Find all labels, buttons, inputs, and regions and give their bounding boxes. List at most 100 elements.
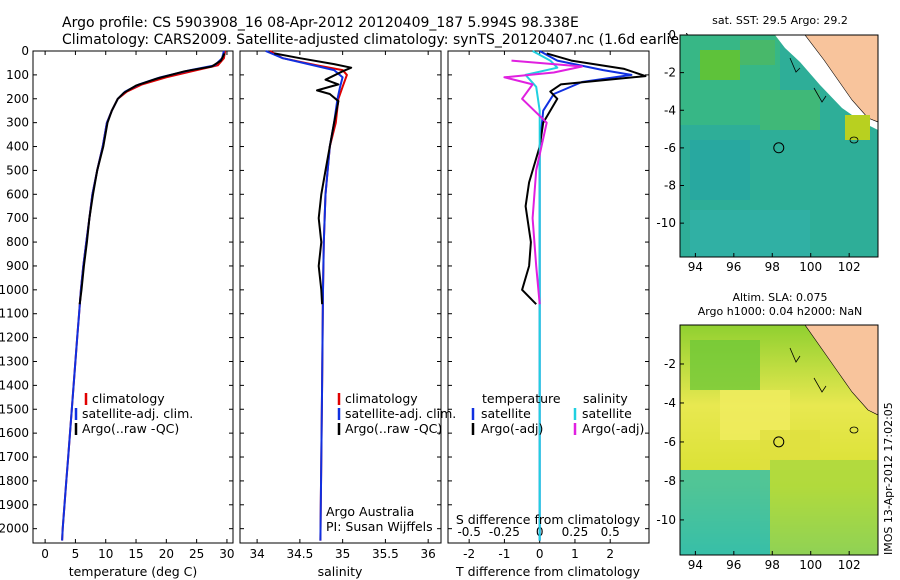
map-y-tick-label: -2 bbox=[664, 66, 676, 80]
map-y-tick-label: -8 bbox=[664, 474, 676, 488]
legend-s-satellite: satellite bbox=[582, 406, 632, 421]
y-tick-label: 900 bbox=[6, 259, 29, 273]
map-x-tick-label: 100 bbox=[799, 558, 822, 572]
legend-t-satellite: satellite bbox=[481, 406, 531, 421]
legend-salinity-heading: salinity bbox=[583, 391, 628, 406]
map-x-tick-label: 96 bbox=[726, 260, 741, 274]
y-tick-label: 1400 bbox=[0, 378, 29, 392]
y-tick-label: 200 bbox=[6, 92, 29, 106]
y-tick-label: 100 bbox=[6, 68, 29, 82]
y-tick-label: 800 bbox=[6, 235, 29, 249]
temperature-xlabel: temperature (deg C) bbox=[69, 564, 198, 579]
x-tick-label: 34 bbox=[249, 547, 264, 561]
y-tick-label: 1000 bbox=[0, 283, 29, 297]
series-line-satellite bbox=[265, 50, 344, 541]
map-y-tick-label: -4 bbox=[664, 103, 676, 117]
series-line-t-satellite bbox=[538, 50, 633, 541]
y-tick-label: 1500 bbox=[0, 402, 29, 416]
map-x-tick-label: 94 bbox=[688, 558, 703, 572]
x-tick-label: 1 bbox=[571, 547, 579, 561]
sla-map-frame bbox=[679, 324, 879, 556]
x-tick-label: 34.5 bbox=[287, 547, 314, 561]
x-tick-label: 5 bbox=[72, 547, 80, 561]
y-tick-label: 1900 bbox=[0, 498, 29, 512]
sst-map-axes: 94 96 98 100 102 0 -2 -4 -6 -8 -10 bbox=[656, 28, 860, 274]
title-line-2: Climatology: CARS2009. Satellite-adjuste… bbox=[62, 32, 690, 48]
y-tick-label: 1700 bbox=[0, 450, 29, 464]
map-x-tick-label: 100 bbox=[799, 260, 822, 274]
axes-ticks: 0 5 10 15 20 25 300100200300400500600700800900… bbox=[0, 44, 649, 561]
sla-map-title: Altim. SLA: 0.075 bbox=[732, 291, 827, 304]
x-tick-label: 0 bbox=[41, 547, 49, 561]
sst-map-title: sat. SST: 29.5 Argo: 29.2 bbox=[712, 14, 848, 27]
x-tick-label: -2 bbox=[463, 547, 475, 561]
x-tick-label: 2 bbox=[606, 547, 614, 561]
series-line-s-argo bbox=[503, 59, 583, 305]
legend-t-argo: Argo(-adj) bbox=[481, 421, 543, 436]
x-tick-label: 35 bbox=[335, 547, 350, 561]
difference-panel-frame bbox=[447, 50, 650, 544]
legend-satellite: satellite-adj. clim. bbox=[345, 406, 456, 421]
argo-location-marker bbox=[773, 142, 785, 154]
argo-location-marker bbox=[773, 436, 785, 448]
x-tick-label: 15 bbox=[128, 547, 143, 561]
map-y-tick-label: -6 bbox=[664, 435, 676, 449]
temperature-panel-frame bbox=[32, 50, 234, 544]
y-tick-label: 400 bbox=[6, 140, 29, 154]
imos-stamp: IMOS 13-Apr-2012 17:02:05 bbox=[882, 402, 895, 555]
salinity-panel-frame bbox=[239, 50, 442, 544]
x-tick-label: 0 bbox=[536, 547, 544, 561]
map-y-tick-label: -10 bbox=[656, 513, 676, 527]
map-x-tick-label: 98 bbox=[765, 260, 780, 274]
map-y-tick-label: 0 bbox=[668, 28, 676, 42]
series-line-argo bbox=[274, 52, 353, 305]
map-y-tick-label: -6 bbox=[664, 141, 676, 155]
legend-temperature-heading: temperature bbox=[482, 391, 561, 406]
credit-line-2: PI: Susan Wijffels bbox=[326, 519, 433, 534]
x-tick-label: 36 bbox=[421, 547, 436, 561]
y-tick-label: 500 bbox=[6, 163, 29, 177]
salinity-xlabel: salinity bbox=[318, 564, 363, 579]
top-tick-label: 0.25 bbox=[562, 525, 589, 539]
y-tick-label: 1600 bbox=[0, 426, 29, 440]
legend-climatology: climatology bbox=[92, 391, 165, 406]
difference-legend: temperature satellite Argo(-adj) salinit… bbox=[471, 391, 644, 436]
title-line-1: Argo profile: CS 5903908_16 08-Apr-2012 … bbox=[62, 15, 579, 31]
x-tick-label: 30 bbox=[219, 547, 234, 561]
y-tick-label: 0 bbox=[21, 44, 29, 58]
legend-climatology: climatology bbox=[345, 391, 418, 406]
y-tick-label: 1100 bbox=[0, 307, 29, 321]
top-tick-label: -0.5 bbox=[457, 525, 480, 539]
x-tick-label: 35.5 bbox=[372, 547, 399, 561]
sla-map bbox=[680, 325, 878, 555]
y-tick-label: 2000 bbox=[0, 522, 29, 536]
map-x-tick-label: 102 bbox=[838, 260, 861, 274]
salinity-legend: climatology satellite-adj. clim. Argo(..… bbox=[337, 391, 456, 436]
series-line-t-argo bbox=[521, 52, 647, 305]
series-line-satellite bbox=[61, 50, 225, 541]
y-tick-label: 300 bbox=[6, 116, 29, 130]
series-line-argo bbox=[78, 52, 226, 305]
map-y-tick-label: -4 bbox=[664, 396, 676, 410]
x-tick-label: 10 bbox=[98, 547, 113, 561]
top-tick-label: 0.5 bbox=[601, 525, 620, 539]
map-y-tick-label: -2 bbox=[664, 357, 676, 371]
sla-map-subtitle: Argo h1000: 0.04 h2000: NaN bbox=[698, 305, 863, 318]
profile-series bbox=[61, 50, 647, 541]
series-line-climatology bbox=[61, 50, 227, 541]
legend-argo: Argo(..raw -QC) bbox=[345, 421, 442, 436]
map-x-tick-label: 96 bbox=[726, 558, 741, 572]
x-tick-label: -1 bbox=[498, 547, 510, 561]
y-tick-label: 1300 bbox=[0, 354, 29, 368]
x-tick-label: 25 bbox=[189, 547, 204, 561]
tdiff-xlabel: T difference from climatology bbox=[455, 564, 641, 579]
map-x-tick-label: 98 bbox=[765, 558, 780, 572]
x-tick-label: 20 bbox=[159, 547, 174, 561]
sst-map-frame bbox=[679, 34, 879, 258]
y-tick-label: 1800 bbox=[0, 474, 29, 488]
legend-s-argo: Argo(-adj) bbox=[582, 421, 644, 436]
top-tick-label: -0.25 bbox=[489, 525, 520, 539]
map-x-tick-label: 102 bbox=[838, 558, 861, 572]
map-x-tick-label: 94 bbox=[688, 260, 703, 274]
